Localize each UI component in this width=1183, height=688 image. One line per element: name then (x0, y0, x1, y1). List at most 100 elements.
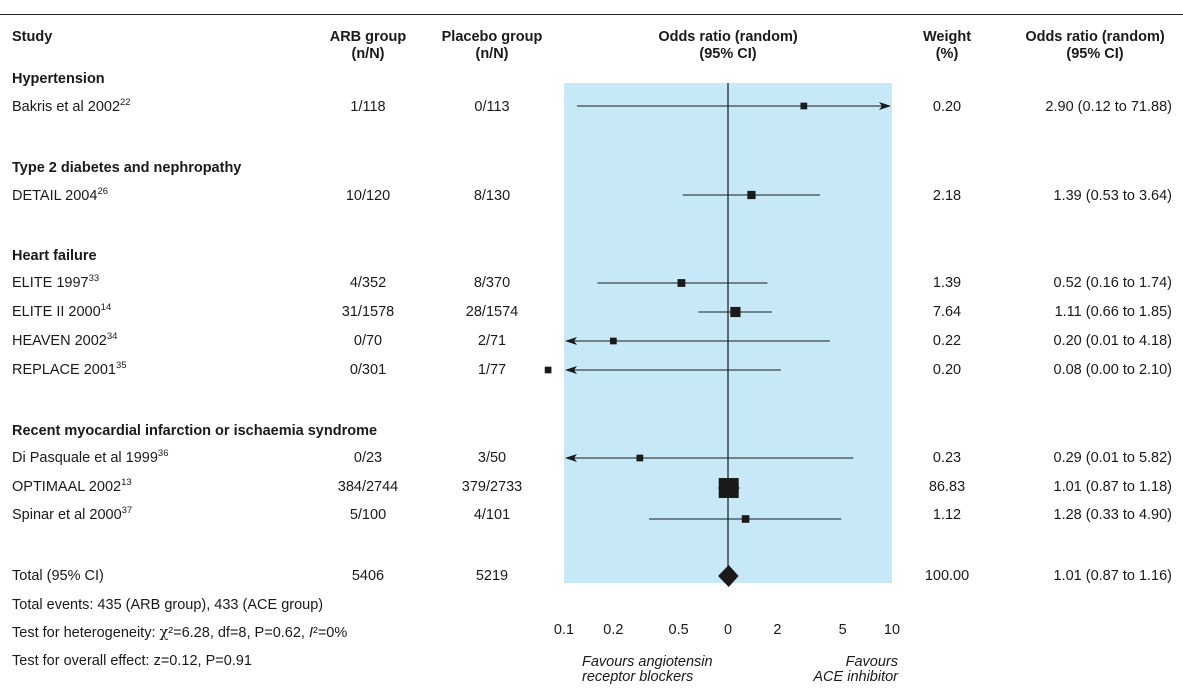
study-name-text: Di Pasquale et al 1999 (12, 450, 158, 466)
study-row: Di Pasquale et al 199936 0/23 3/50 0.23 … (0, 448, 1183, 468)
pooled-diamond (718, 565, 739, 587)
weight-value: 0.20 (932, 99, 962, 115)
study-ref: 37 (121, 505, 133, 516)
tick-label: 10 (884, 622, 900, 638)
weight-value: 0.20 (932, 362, 962, 378)
study-row: REPLACE 200135 0/301 1/77 0.20 0.08 (0.0… (0, 360, 1183, 380)
header-placebo-sub: (n/N) (475, 46, 509, 62)
ci-arrow-right (879, 102, 891, 110)
favours-right-line1: Favours (845, 654, 898, 670)
tick-label: 2 (773, 622, 781, 638)
arb-count: 1/118 (350, 99, 386, 115)
header-study: Study (12, 29, 53, 45)
study-row: ELITE 199733 4/352 8/370 1.39 0.52 (0.16… (0, 273, 1183, 293)
study-name: OPTIMAAL 200213 (12, 477, 132, 497)
study-row: HEAVEN 200234 0/70 2/71 0.22 0.20 (0.01 … (0, 331, 1183, 351)
placebo-count: 4/101 (473, 507, 511, 523)
total-weight: 100.00 (924, 568, 970, 584)
arb-count: 0/23 (353, 450, 383, 466)
favours-right: Favours ACE inhibitor (780, 655, 898, 685)
weight-value: 0.22 (932, 333, 962, 349)
ci-arrow-left (565, 366, 577, 374)
header-weight: Weight (%) (907, 29, 987, 63)
group-heading-row: Recent myocardial infarction or ischaemi… (0, 421, 1183, 441)
placebo-count: 0/113 (474, 99, 510, 115)
heterogeneity-text-b: ²=6.28, df=8, P=0.62, (168, 625, 309, 641)
group-label: Hypertension (12, 71, 105, 87)
tick-label: 5 (839, 622, 847, 638)
favours-right-line2: ACE inhibitor (813, 669, 898, 685)
study-ref: 34 (106, 331, 118, 342)
header-arb-title: ARB group (329, 29, 407, 45)
study-name-text: OPTIMAAL 2002 (12, 479, 122, 495)
or-ci-text: 1.28 (0.33 to 4.90) (1053, 507, 1173, 523)
study-ref: 13 (121, 477, 132, 488)
study-name-text: Spinar et al 2000 (12, 507, 122, 523)
favours-left: Favours angiotensin receptor blockers (582, 655, 713, 685)
study-name: HEAVEN 200234 (12, 331, 117, 351)
placebo-count: 1/77 (477, 362, 507, 378)
or-ci-text: 0.29 (0.01 to 5.82) (1053, 450, 1173, 466)
tick-label: 0.5 (669, 622, 689, 638)
study-row: Bakris et al 200222 1/118 0/113 0.20 2.9… (0, 97, 1183, 117)
weight-value: 2.18 (932, 188, 962, 204)
weight-value: 1.39 (932, 275, 962, 291)
study-ref: 33 (88, 273, 100, 284)
point-estimate (800, 102, 808, 110)
weight-value: 0.23 (932, 450, 962, 466)
study-row: ELITE II 200014 31/1578 28/1574 7.64 1.1… (0, 302, 1183, 322)
study-row: OPTIMAAL 200213 384/2744 379/2733 86.83 … (0, 477, 1183, 497)
study-row: DETAIL 200426 10/120 8/130 2.18 1.39 (0.… (0, 186, 1183, 206)
group-heading-row: Hypertension (0, 69, 1183, 89)
point-estimate (610, 337, 617, 345)
chi-symbol: χ (159, 625, 169, 641)
header-weight-sub: (%) (935, 46, 959, 62)
point-estimate (747, 190, 756, 200)
study-name: Spinar et al 200037 (12, 505, 132, 525)
study-row: Spinar et al 200037 5/100 4/101 1.12 1.2… (0, 505, 1183, 525)
x-axis-ticks: 0.1 0.2 0.5 0 2 5 10 (554, 622, 900, 638)
or-ci-text: 0.20 (0.01 to 4.18) (1053, 333, 1173, 349)
study-name-text: REPLACE 2001 (12, 362, 116, 378)
arb-count: 0/301 (349, 362, 387, 378)
tick-label: 0 (724, 622, 732, 638)
header-weight-title: Weight (922, 29, 972, 45)
or-ci-text: 2.90 (0.12 to 71.88) (1045, 99, 1172, 115)
placebo-count: 379/2733 (461, 479, 523, 495)
ci-arrow-left (565, 337, 577, 345)
study-name-text: DETAIL 2004 (12, 188, 98, 204)
arb-count: 10/120 (345, 188, 391, 204)
top-rule (0, 14, 1183, 15)
study-name-text: ELITE II 2000 (12, 304, 101, 320)
header-placebo-title: Placebo group (441, 29, 543, 45)
study-name: Di Pasquale et al 199936 (12, 448, 168, 468)
total-placebo: 5219 (475, 568, 509, 584)
heterogeneity-text-c: ²=0% (313, 625, 348, 641)
arb-count: 5/100 (349, 507, 387, 523)
total-arb: 5406 (351, 568, 385, 584)
study-ref: 22 (120, 97, 131, 108)
placebo-count: 2/71 (477, 333, 507, 349)
header-plot: Odds ratio (random) (95% CI) (600, 29, 856, 63)
total-label: Total (95% CI) (12, 568, 104, 584)
weight-value: 7.64 (932, 304, 962, 320)
or-ci-text: 1.39 (0.53 to 3.64) (1053, 188, 1173, 204)
tick-label: 0.1 (554, 622, 574, 638)
arb-count: 0/70 (353, 333, 383, 349)
heterogeneity-note: Test for heterogeneity: χ²=6.28, df=8, P… (12, 623, 347, 643)
favours-left-line1: Favours angiotensin (582, 654, 713, 670)
total-row: Total (95% CI) 5406 5219 100.00 1.01 (0.… (0, 566, 1183, 586)
favours-left-line2: receptor blockers (582, 669, 694, 685)
group-label: Type 2 diabetes and nephropathy (12, 160, 242, 176)
header-arb-sub: (n/N) (351, 46, 385, 62)
point-estimate (544, 366, 552, 374)
placebo-count: 8/370 (473, 275, 511, 291)
point-estimate (730, 306, 741, 318)
header-arb: ARB group (n/N) (316, 29, 420, 63)
header-or: Odds ratio (random) (95% CI) (1010, 29, 1180, 63)
arb-count: 384/2744 (337, 479, 399, 495)
or-ci-text: 0.08 (0.00 to 2.10) (1053, 362, 1173, 378)
study-name-text: Bakris et al 2002 (12, 99, 121, 115)
study-name: Bakris et al 200222 (12, 97, 131, 117)
